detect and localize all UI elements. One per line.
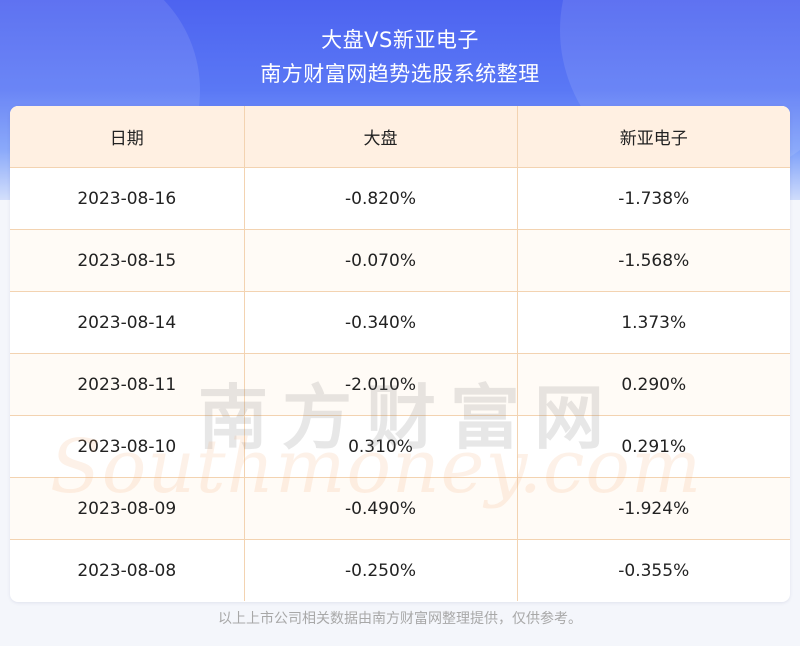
page-title: 大盘VS新亚电子 [321,28,479,52]
cell-market-change: -0.340% [244,291,518,354]
cell-date: 2023-08-09 [10,477,245,540]
table-row: 2023-08-10 0.310% 0.291% [10,415,790,478]
table-row: 2023-08-09 -0.490% -1.924% [10,477,790,540]
cell-date: 2023-08-10 [10,415,245,478]
comparison-table-card: 日期 大盘 新亚电子 2023-08-16 -0.820% -1.738% 20… [10,106,790,602]
table-row: 2023-08-14 -0.340% 1.373% [10,291,790,354]
cell-date: 2023-08-14 [10,291,245,354]
cell-stock-change: -1.738% [517,167,790,230]
cell-market-change: -0.490% [244,477,518,540]
cell-stock-change: -1.924% [517,477,790,540]
cell-market-change: -0.820% [244,167,518,230]
cell-stock-change: -0.355% [618,560,690,581]
cell-date: 2023-08-15 [10,229,245,292]
cell-stock-change: 0.291% [517,415,790,478]
page-subtitle: 南方财富网趋势选股系统整理 [260,62,540,86]
column-header-stock: 新亚电子 [517,106,790,168]
table-row: 2023-08-15 -0.070% -1.568% [10,229,790,292]
column-header-market: 大盘 [244,106,518,168]
table-row: 2023-08-16 -0.820% -1.738% [10,167,790,230]
cell-date: 2023-08-11 [10,353,245,416]
cell-stock-change: 0.290% [517,353,790,416]
table-row: 2023-08-08 -0.250% -0.355% [10,539,790,601]
footer-disclaimer: 以上上市公司相关数据由南方财富网整理提供，仅供参考。 [218,611,582,627]
cell-stock-change: 1.373% [517,291,790,354]
cell-market-change: 0.310% [244,415,518,478]
column-header-date: 日期 [10,106,245,168]
cell-market-change: -2.010% [244,353,518,416]
cell-market-change: -0.250% [244,539,518,601]
table-header-row: 日期 大盘 新亚电子 [10,106,790,168]
cell-date: 2023-08-08 [10,539,245,601]
comparison-table: 日期 大盘 新亚电子 2023-08-16 -0.820% -1.738% 20… [10,106,790,601]
cell-market-change: -0.070% [244,229,518,292]
cell-date: 2023-08-16 [10,167,245,230]
table-row: 2023-08-11 -2.010% 0.290% [10,353,790,416]
cell-stock-change: -1.568% [517,229,790,292]
